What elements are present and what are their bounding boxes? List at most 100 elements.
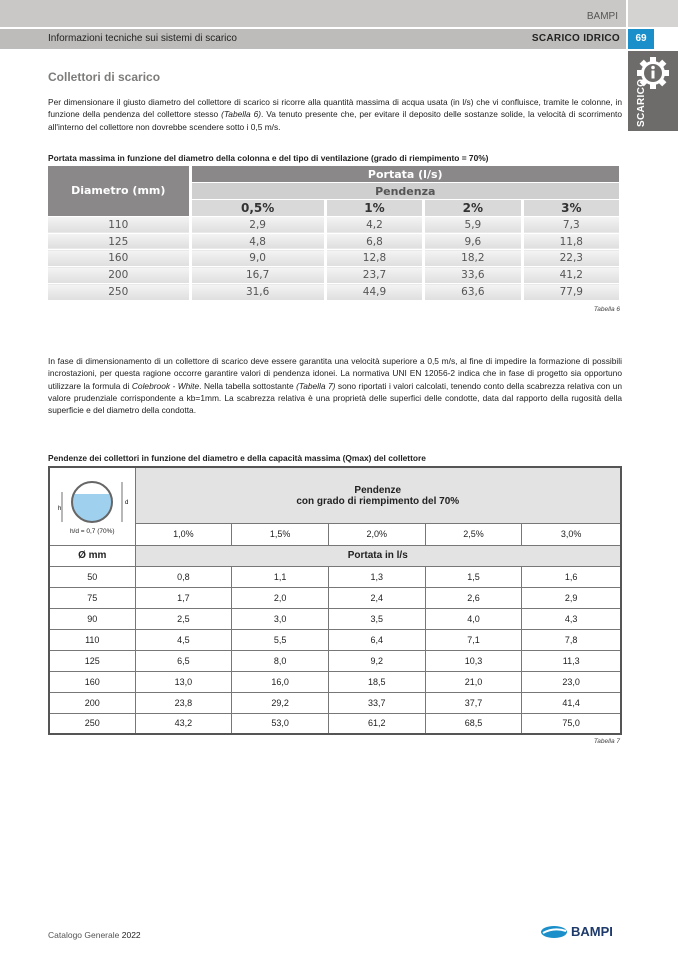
brand-label: BAMPI (586, 11, 618, 22)
table-cell: 160 (48, 249, 192, 268)
table-cell: 4,3 (521, 607, 622, 630)
table-cell: 22,3 (522, 249, 623, 268)
col-header-diameter: Diametro (mm) (48, 166, 192, 217)
pipe-section-icon: h d (58, 480, 129, 523)
table-row: 200 23,8 29,2 33,7 37,7 41,4 (48, 691, 622, 714)
table-row: 160 13,0 16,0 18,5 21,0 23,0 (48, 670, 622, 693)
table-cell: 200 (48, 266, 192, 285)
table-cell: 110 (48, 216, 192, 234)
text: . Nella tabella sottostante (199, 380, 297, 391)
title-line1: Pendenze (354, 484, 402, 496)
intro-paragraph: Per dimensionare il giusto diametro del … (48, 96, 622, 133)
table-cell: 250 (48, 712, 136, 735)
table-cell: 1,5 (424, 565, 523, 588)
table-cell: 7,1 (424, 628, 523, 651)
unit-header: Portata in l/s (134, 544, 622, 567)
table-cell: 23,8 (134, 691, 233, 714)
title-line2: con grado di riempimento del 70% (296, 495, 460, 507)
col-header: 3,0% (521, 523, 622, 546)
col-header: 3% (522, 199, 623, 217)
table-row: 160 9,0 12,8 18,2 22,3 (48, 249, 623, 268)
chapter-title: SCARICO IDRICO (531, 33, 620, 44)
table-cell: 2,5 (134, 607, 233, 630)
table-cell: 44,9 (325, 283, 426, 301)
table7-note: Tabella 7 (593, 738, 620, 745)
table-row: 200 16,7 23,7 33,6 41,2 (48, 266, 623, 285)
table-row: 110 2,9 4,2 5,9 7,3 (48, 216, 623, 234)
table-cell: 63,6 (423, 283, 524, 301)
table-cell: 110 (48, 628, 136, 651)
table-row: 50 0,8 1,1 1,3 1,5 1,6 (48, 565, 622, 588)
table-cell: 160 (48, 670, 136, 693)
table-row: 90 2,5 3,0 3,5 4,0 4,3 (48, 607, 622, 630)
table-cell: 250 (48, 283, 192, 301)
table-cell: 18,2 (423, 249, 524, 268)
col-header: 1,0% (134, 523, 233, 546)
table-cell: 1,6 (521, 565, 622, 588)
table-row: 75 1,7 2,0 2,4 2,6 2,9 (48, 586, 622, 609)
table-cell: 10,3 (424, 649, 523, 672)
table-cell: 68,5 (424, 712, 523, 735)
table-cell: 4,2 (325, 216, 426, 234)
table-cell: 90 (48, 607, 136, 630)
right-strip (628, 0, 678, 27)
side-tab-label: SCARICO (636, 78, 647, 127)
table-cell: 33,7 (327, 691, 426, 714)
table-cell: 9,2 (327, 649, 426, 672)
table-cell: 5,5 (231, 628, 329, 651)
table-cell: 11,3 (521, 649, 622, 672)
text: In fase di dimensionamento di un collett… (48, 356, 622, 391)
ref: (Tabella 6) (221, 109, 262, 120)
col-header-diameter: Ø mm (48, 544, 136, 567)
logo-text: BAMPI (571, 924, 613, 939)
table-cell: 16,0 (231, 670, 329, 693)
table-cell: 3,0 (231, 607, 329, 630)
table-cell: 4,0 (424, 607, 523, 630)
col-header: 1,5% (231, 523, 329, 546)
text: Per dimensionare il giusto diametro del … (48, 97, 622, 120)
table-cell: 200 (48, 691, 136, 714)
table-cell: 5,9 (423, 216, 524, 234)
table-cell: 11,8 (522, 233, 623, 251)
table-cell: 7,8 (521, 628, 622, 651)
table-cell: 3,5 (327, 607, 426, 630)
table6: Diametro (mm) Portata (l/s) Pendenza 0,5… (48, 166, 623, 301)
table-cell: 41,2 (522, 266, 623, 285)
section-title: Informazioni tecniche sui sistemi di sca… (48, 33, 237, 44)
group-header: Portata (l/s) (190, 166, 622, 184)
table-cell: 50 (48, 565, 136, 588)
logo-mark-icon (541, 925, 567, 938)
table-cell: 9,6 (423, 233, 524, 251)
table-cell: 21,0 (424, 670, 523, 693)
col-header: 2,5% (424, 523, 523, 546)
table-cell: 2,6 (424, 586, 523, 609)
table-cell: 75 (48, 586, 136, 609)
table-cell: 1,3 (327, 565, 426, 588)
table-cell: 31,6 (190, 283, 327, 301)
footer: Catalogo Generale 2022 (48, 930, 141, 940)
table-cell: 23,7 (325, 266, 426, 285)
table-cell: 16,7 (190, 266, 327, 285)
col-header: 2,0% (327, 523, 426, 546)
d-label: d (125, 500, 128, 506)
table-cell: 41,4 (521, 691, 622, 714)
ratio-label: h/d = 0,7 (70%) (69, 527, 115, 535)
table-cell: 75,0 (521, 712, 622, 735)
table-row: 125 6,5 8,0 9,2 10,3 11,3 (48, 649, 622, 672)
table7-title: Pendenze con grado di riempimento del 70% (134, 466, 622, 525)
ref: (Tabella 7) (296, 380, 336, 391)
table-cell: 13,0 (134, 670, 233, 693)
subgroup-header: Pendenza (190, 182, 622, 201)
section-bar: Informazioni tecniche sui sistemi di sca… (0, 29, 626, 49)
table-cell: 18,5 (327, 670, 426, 693)
col-header: 2% (423, 199, 524, 217)
table-cell: 61,2 (327, 712, 426, 735)
table-cell: 125 (48, 649, 136, 672)
top-band (0, 0, 626, 27)
table-cell: 1,1 (231, 565, 329, 588)
table-cell: 7,3 (522, 216, 623, 234)
page-number: 69 (628, 29, 654, 49)
table-cell: 77,9 (522, 283, 623, 301)
table6-caption: Portata massima in funzione del diametro… (48, 153, 489, 163)
table-cell: 33,6 (423, 266, 524, 285)
